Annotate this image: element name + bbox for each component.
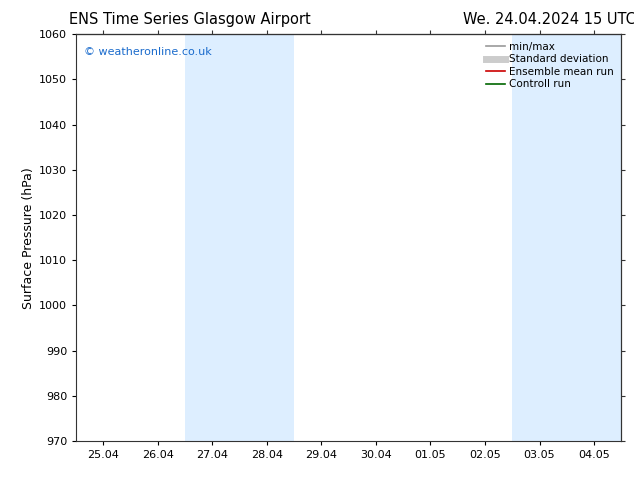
Text: © weatheronline.co.uk: © weatheronline.co.uk — [84, 47, 212, 56]
Text: We. 24.04.2024 15 UTC: We. 24.04.2024 15 UTC — [463, 12, 634, 27]
Text: ENS Time Series Glasgow Airport: ENS Time Series Glasgow Airport — [69, 12, 311, 27]
Legend: min/max, Standard deviation, Ensemble mean run, Controll run: min/max, Standard deviation, Ensemble me… — [482, 37, 618, 94]
Bar — [512, 34, 621, 441]
Y-axis label: Surface Pressure (hPa): Surface Pressure (hPa) — [22, 167, 35, 309]
Bar — [185, 34, 294, 441]
